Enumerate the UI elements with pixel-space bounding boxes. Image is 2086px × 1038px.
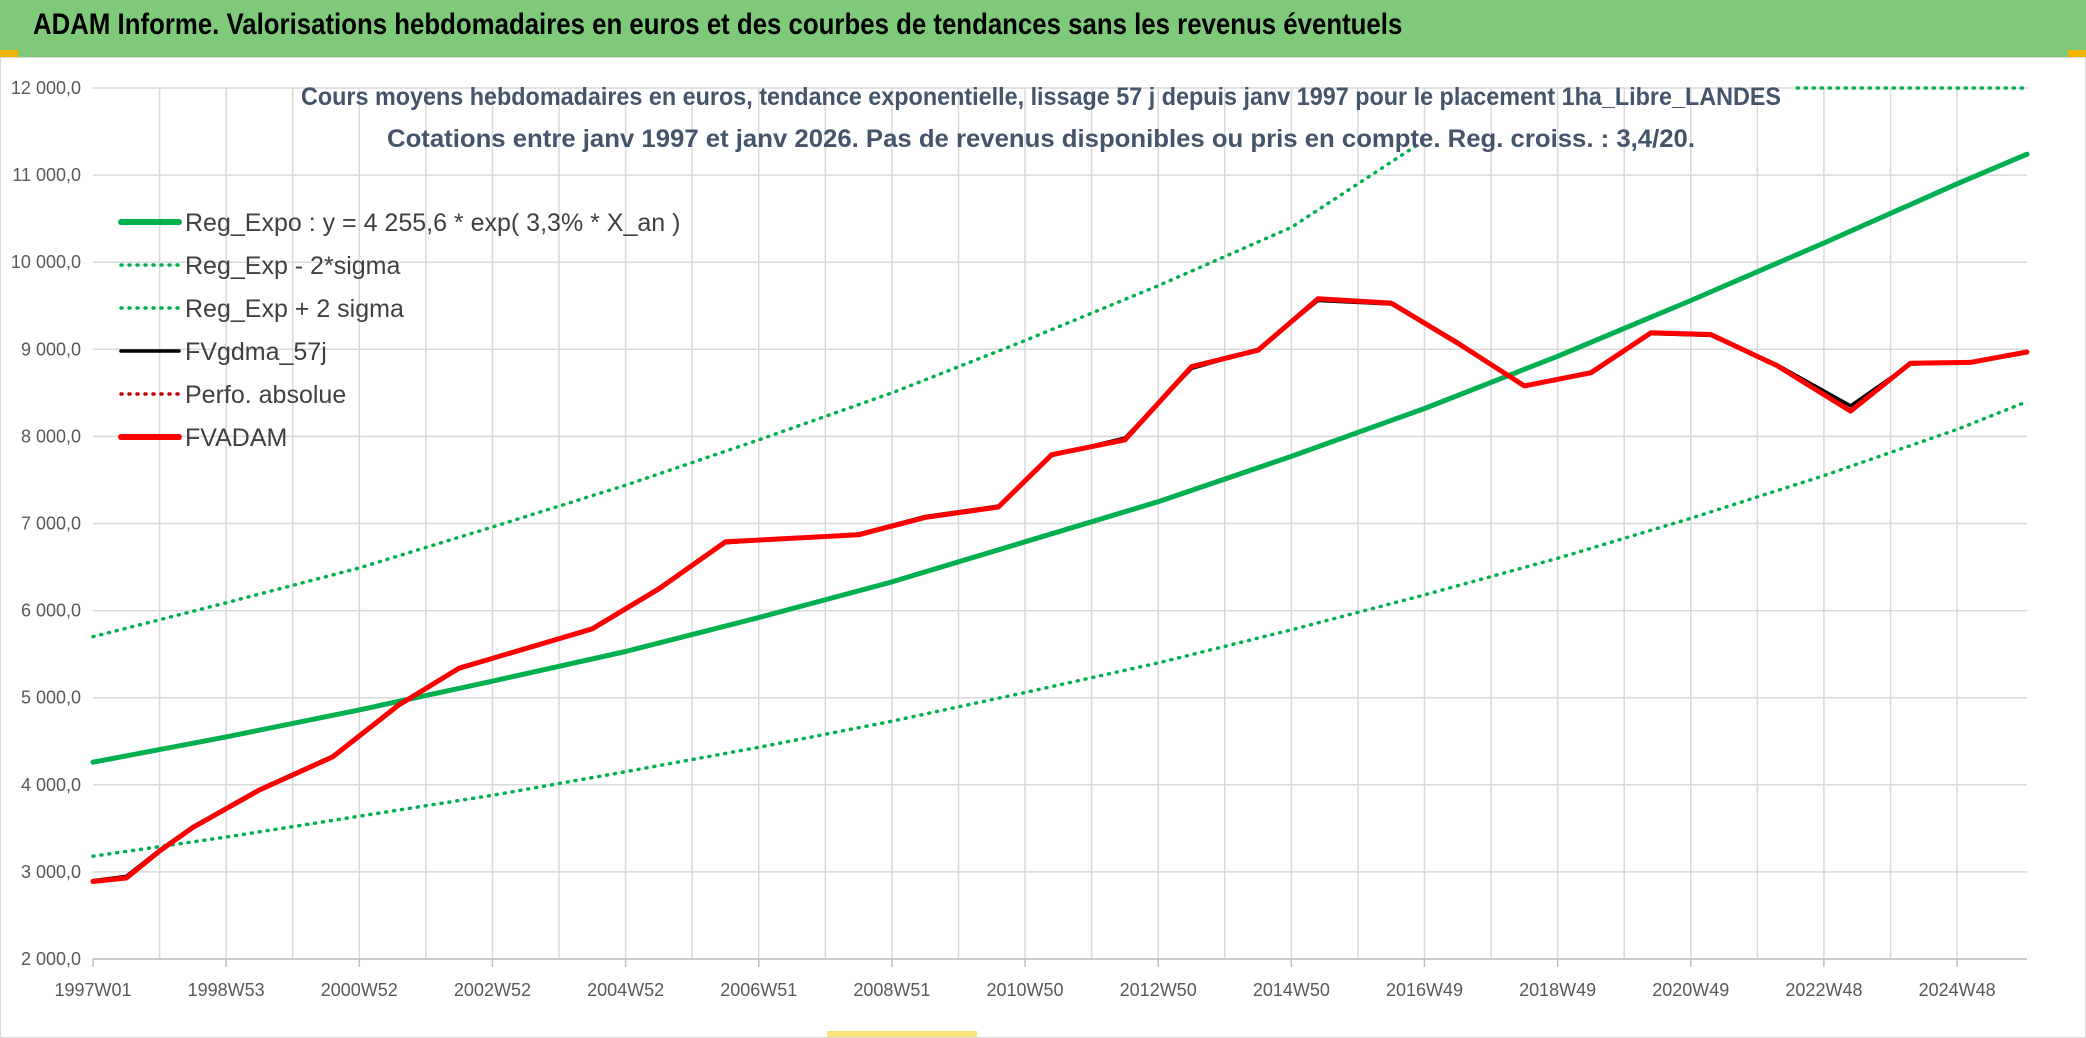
- x-tick-label: 1998W53: [188, 980, 265, 1000]
- y-tick-label: 11 000,0: [12, 165, 81, 185]
- y-tick-label: 8 000,0: [21, 426, 81, 446]
- chart-title: Cours moyens hebdomadaires en euros, ten…: [301, 83, 1781, 153]
- series-line-1: [91, 399, 2029, 858]
- chart-legend: Reg_Expo : y = 4 255,6 * exp( 3,3% * X_a…: [118, 209, 680, 452]
- line-chart: 2 000,0 3 000,0 4 000,0 5 000,0 6 000,0 7 000…: [11, 78, 2030, 1000]
- x-tick-label: 2014W50: [1253, 980, 1330, 1000]
- x-tick-label: 2008W51: [853, 980, 930, 1000]
- report-title-bar: ADAM Informe. Valorisations hebdomadaire…: [0, 0, 2086, 57]
- x-tick-label: 2016W49: [1386, 980, 1463, 1000]
- x-tick-label: 2002W52: [454, 980, 531, 1000]
- y-tick-label: 7 000,0: [21, 514, 81, 534]
- y-tick-label: 4 000,0: [21, 775, 81, 795]
- legend-entry: FVgdma_57j: [185, 338, 327, 366]
- legend-entry: Reg_Exp + 2 sigma: [185, 295, 404, 323]
- chart-title-line-1: Cours moyens hebdomadaires en euros, ten…: [301, 83, 1781, 111]
- chart-title-line-2: Cotations entre janv 1997 et janv 2026. …: [387, 125, 1695, 153]
- x-tick-label: 2000W52: [321, 980, 398, 1000]
- y-tick-label: 3 000,0: [21, 862, 81, 882]
- series-line-3: [91, 298, 2029, 883]
- x-axis-tick-labels: 1997W01 1998W53 2000W52 2002W52 2004W52 2006W…: [54, 959, 1996, 1000]
- x-tick-label: 2024W48: [1919, 980, 1996, 1000]
- y-axis-tick-labels: 2 000,0 3 000,0 4 000,0 5 000,0 6 000,0 7 000…: [11, 78, 81, 969]
- x-tick-label: 2010W50: [987, 980, 1064, 1000]
- report-title: ADAM Informe. Valorisations hebdomadaire…: [33, 8, 1403, 41]
- y-tick-label: 6 000,0: [21, 601, 81, 621]
- corner-marker-top-right: [2068, 50, 2086, 57]
- legend-entry: FVADAM: [185, 424, 287, 452]
- y-tick-label: 2 000,0: [21, 949, 81, 969]
- series-lines: [90, 86, 2030, 884]
- legend-entry: Perfo. absolue: [185, 381, 346, 409]
- y-tick-label: 9 000,0: [21, 339, 81, 359]
- y-tick-label: 5 000,0: [21, 688, 81, 708]
- corner-marker-top-left: [0, 50, 18, 57]
- y-tick-label: 10 000,0: [11, 252, 81, 272]
- series-line-5: [90, 296, 2030, 884]
- legend-entry: Reg_Exp - 2*sigma: [185, 252, 400, 280]
- x-tick-label: 1997W01: [54, 980, 131, 1000]
- x-tick-label: 2020W49: [1652, 980, 1729, 1000]
- x-tick-label: 2022W48: [1785, 980, 1862, 1000]
- x-tick-label: 2004W52: [587, 980, 664, 1000]
- chart-area: 2 000,0 3 000,0 4 000,0 5 000,0 6 000,0 7 000…: [0, 57, 2086, 1038]
- legend-entry: Reg_Expo : y = 4 255,6 * exp( 3,3% * X_a…: [185, 209, 680, 237]
- x-tick-label: 2006W51: [720, 980, 797, 1000]
- y-tick-label: 12 000,0: [11, 78, 81, 98]
- x-tick-label: 2012W50: [1120, 980, 1197, 1000]
- series-line-0: [90, 151, 2030, 765]
- x-tick-label: 2018W49: [1519, 980, 1596, 1000]
- series-line-2: [91, 142, 1420, 639]
- corner-marker-bottom-middle: [827, 1031, 977, 1038]
